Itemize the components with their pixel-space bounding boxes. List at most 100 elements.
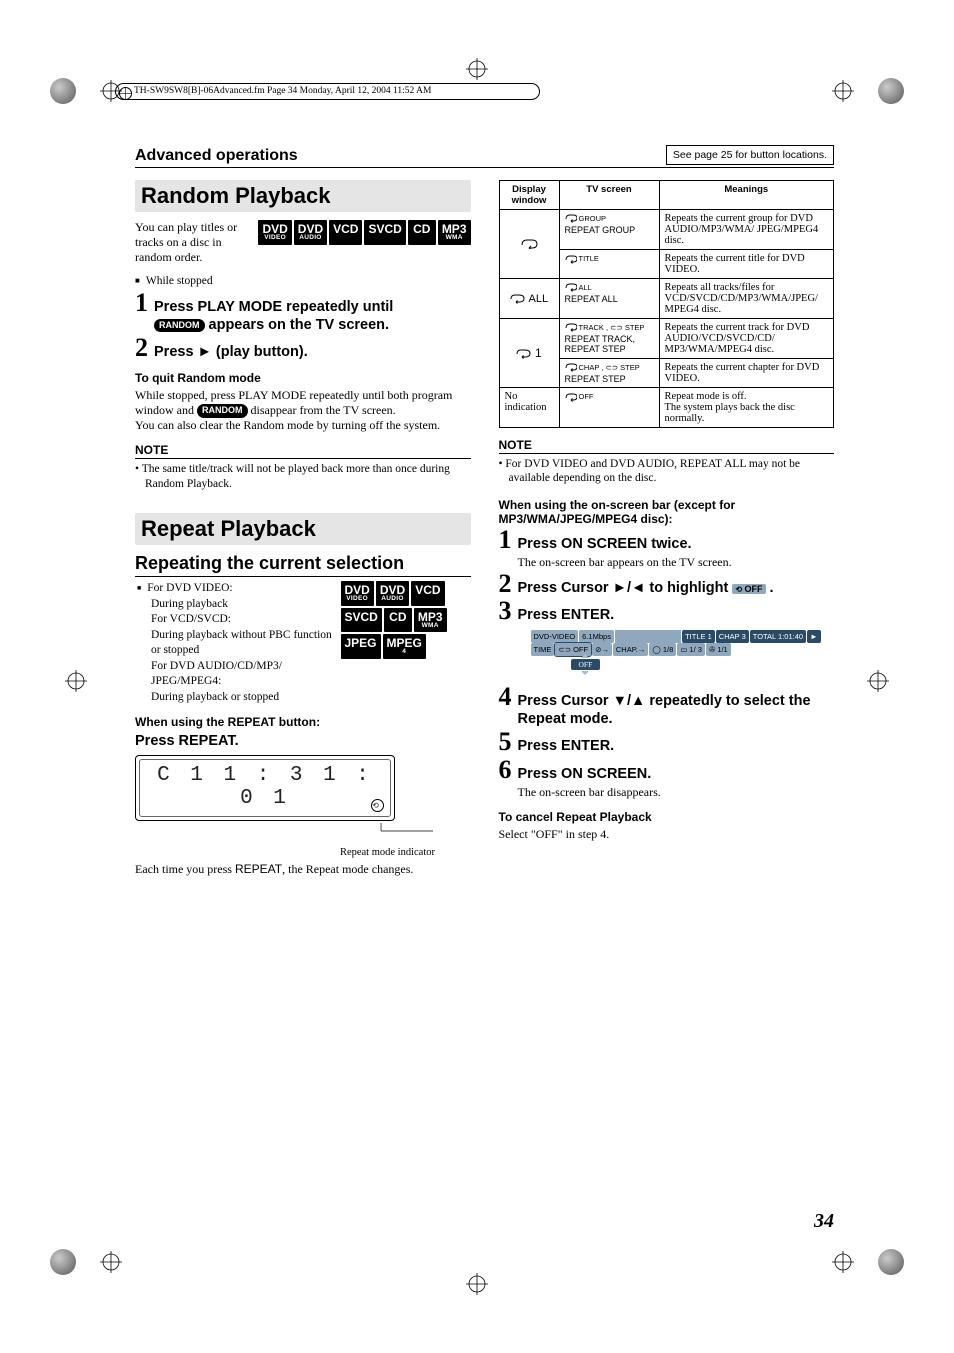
highlight-off: ⟲ ⊂⊃ OFFOFF — [732, 584, 765, 594]
print-globe — [50, 78, 76, 104]
repeat-icon: ⟲ — [371, 799, 384, 812]
repeat-icon — [520, 237, 538, 249]
note-item: • For DVD VIDEO and DVD AUDIO, REPEAT AL… — [499, 457, 835, 486]
step-1-text-b: appears on the TV screen. — [205, 317, 390, 333]
cancel-heading: To cancel Repeat Playback — [499, 810, 835, 824]
meaning-cell: Repeats the current track for DVD AUDIO/… — [659, 319, 834, 359]
dw-cell — [499, 210, 559, 279]
random-pill: RANDOM — [197, 404, 248, 417]
os-step-3: 3 Press ENTER. — [499, 599, 835, 624]
random-pill: RANDOM — [154, 319, 205, 332]
registration-mark — [832, 80, 854, 102]
tv-cell: TITLE — [559, 250, 659, 279]
cancel-body: Select "OFF" in step 4. — [499, 827, 835, 842]
os-step-1: 1 Press ON SCREEN twice. The on-screen b… — [499, 528, 835, 570]
osb-chap-arrow: CHAP.→ — [613, 643, 648, 656]
os-step-6: 6 Press ON SCREEN. The on-screen bar dis… — [499, 758, 835, 800]
lcd-text: C 1 1 : 3 1 : 0 1 — [157, 764, 373, 810]
condition-text: While stopped — [135, 275, 471, 287]
badge-dvd-video: DVDVIDEO — [341, 581, 374, 606]
badge-svcd: SVCD — [341, 608, 382, 633]
onscreen-bar: DVD-VIDEO 6.1Mbps TITLE 1 CHAP 3 TOTAL 1… — [531, 630, 821, 671]
registration-mark — [466, 1273, 488, 1295]
dw-cell: ALL — [499, 279, 559, 319]
lcd-caption: Repeat mode indicator — [135, 847, 435, 858]
meaning-cell: Repeat mode is off. The system plays bac… — [659, 388, 834, 428]
heading-random-playback: Random Playback — [135, 180, 471, 212]
osb-off-popup: OFF — [571, 659, 601, 670]
onscreen-heading: When using the on-screen bar (except for… — [499, 498, 835, 526]
osb-play-icon: ► — [807, 630, 820, 643]
osb-bitrate: 6.1Mbps — [579, 630, 614, 643]
registration-mark — [832, 1251, 854, 1273]
badge-cd: CD — [384, 608, 412, 633]
heading-repeat-playback: Repeat Playback — [135, 513, 471, 545]
os-step-2: 2 Press Cursor ►/◄ to highlight ⟲ ⊂⊃ OFF… — [499, 572, 835, 597]
intro-text: You can play titles or tracks on a disc … — [135, 220, 250, 265]
print-globe — [878, 78, 904, 104]
page-number: 34 — [814, 1210, 834, 1233]
osb-timer: ⊘→ — [592, 643, 612, 656]
repeat-modes-table: Display window TV screen Meanings GROUPR… — [499, 180, 835, 428]
section-header: Advanced operations — [135, 147, 298, 165]
badge-vcd: VCD — [329, 220, 362, 245]
osb-time-label: TIME — [531, 643, 555, 656]
badge-cd: CD — [408, 220, 436, 245]
osb-angle: ✇ 1/1 — [706, 643, 731, 656]
format-badges: DVDVIDEO DVDAUDIO VCD SVCD CD MP3WMA JPE… — [341, 581, 471, 659]
badge-svcd: SVCD — [364, 220, 405, 245]
step-1: 1 Press PLAY MODE repeatedly until RANDO… — [135, 291, 471, 334]
step-1-text-a: Press PLAY MODE repeatedly until — [154, 299, 393, 315]
registration-mark — [100, 1251, 122, 1273]
badge-mp3wma: MP3WMA — [414, 608, 447, 633]
condition-list: For DVD VIDEO: During playback For VCD/S… — [135, 581, 333, 705]
registration-mark — [100, 80, 122, 102]
subheading-repeating: Repeating the current selection — [135, 553, 471, 577]
dw-cell: 1 — [499, 319, 559, 388]
quit-heading: To quit Random mode — [135, 371, 471, 385]
th-display-window: Display window — [499, 181, 559, 210]
note-heading: NOTE — [499, 438, 835, 454]
badge-jpeg: JPEG — [341, 634, 381, 659]
tv-cell: ALLREPEAT ALL — [559, 279, 659, 319]
registration-mark — [65, 670, 87, 692]
repeat-after-text: Each time you press REPEAT, the Repeat m… — [135, 862, 471, 877]
print-file-text: TH-SW9SW8[B]-06Advanced.fm Page 34 Monda… — [134, 86, 431, 96]
repeat-button-heading: When using the REPEAT button: — [135, 715, 471, 729]
th-tv-screen: TV screen — [559, 181, 659, 210]
os-step-5: 5 Press ENTER. — [499, 730, 835, 755]
badge-dvd-audio: DVDAUDIO — [294, 220, 327, 245]
format-badges: DVDVIDEO DVDAUDIO VCD SVCD CD MP3WMA — [258, 220, 470, 245]
press-repeat: Press REPEAT. — [135, 733, 471, 749]
registration-mark — [867, 670, 889, 692]
note-item: • The same title/track will not be playe… — [135, 462, 471, 491]
osb-format: DVD-VIDEO — [531, 630, 579, 643]
osb-title: TITLE 1 — [682, 630, 715, 643]
quit-body: While stopped, press PLAY MODE repeatedl… — [135, 388, 471, 433]
print-globe — [878, 1249, 904, 1275]
step-2-text: Press ► (play button). — [154, 343, 471, 361]
th-meanings: Meanings — [659, 181, 834, 210]
dw-cell: No indication — [499, 388, 559, 428]
meaning-cell: Repeats the current title for DVD VIDEO. — [659, 250, 834, 279]
badge-mpeg4: MPEG4 — [383, 634, 426, 659]
note-heading: NOTE — [135, 443, 471, 459]
osb-subtitle: ▭ 1/ 3 — [677, 643, 705, 656]
page-ref-box: See page 25 for button locations. — [666, 145, 834, 165]
print-file-header: TH-SW9SW8[B]-06Advanced.fm Page 34 Monda… — [115, 83, 540, 100]
step-2: 2 Press ► (play button). — [135, 336, 471, 361]
lcd-display: C 1 1 : 3 1 : 0 1 ⟲ — [135, 755, 395, 821]
tv-cell: CHAP , ⊂⊃ STEPREPEAT STEP — [559, 359, 659, 388]
tv-cell: TRACK , ⊂⊃ STEPREPEAT TRACK, REPEAT STEP — [559, 319, 659, 359]
tv-cell: OFF — [559, 388, 659, 428]
badge-dvd-video: DVDVIDEO — [258, 220, 291, 245]
badge-dvd-audio: DVDAUDIO — [376, 581, 409, 606]
meaning-cell: Repeats the current chapter for DVD VIDE… — [659, 359, 834, 388]
callout-line — [135, 823, 433, 841]
meaning-cell: Repeats all tracks/files for VCD/SVCD/CD… — [659, 279, 834, 319]
registration-mark — [466, 58, 488, 80]
print-globe — [50, 1249, 76, 1275]
badge-mp3wma: MP3WMA — [438, 220, 471, 245]
osb-chap: CHAP 3 — [716, 630, 749, 643]
badge-vcd: VCD — [411, 581, 444, 606]
